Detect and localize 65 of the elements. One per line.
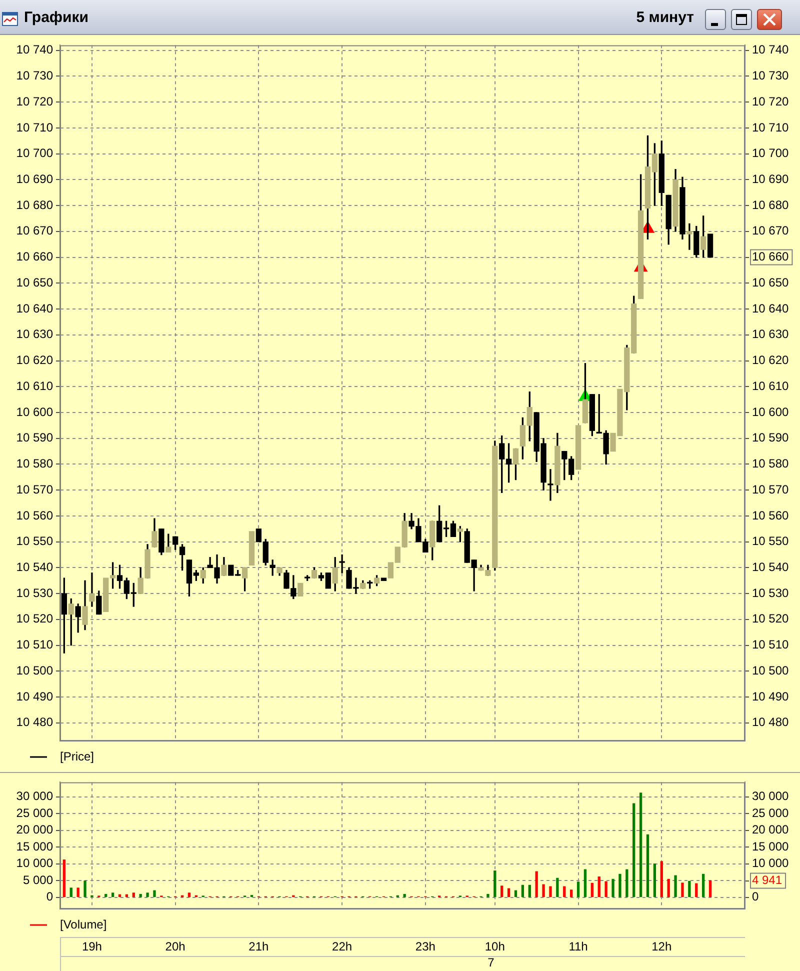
x-tick-label: 12h [652,940,672,954]
bar [556,878,559,898]
y2-tick-label: 4 941 [752,873,782,888]
bar [542,884,545,898]
bar [153,890,156,898]
bar [62,859,66,898]
y-tick-label: 5 000 [22,872,54,887]
y-tick-label: 15 000 [16,839,54,854]
x-tick-label: 22h [332,940,352,954]
bar [576,882,580,898]
bar [646,834,650,898]
bar [612,878,614,898]
bar [695,883,698,898]
bar [688,880,691,898]
y-tick-label: 25 000 [16,806,54,820]
bar [604,881,608,898]
bar [584,869,587,898]
y-tick-label: 10 000 [16,856,54,870]
bar [660,861,663,898]
bar [535,871,538,898]
bar [494,870,496,898]
bar [188,892,191,898]
bar [570,890,573,898]
bar [590,882,594,898]
x-tick-label: 20h [165,940,186,954]
bar [563,886,566,898]
bar [84,880,86,898]
bar [702,874,705,898]
bar [598,876,600,898]
y2-tick-label: 25 000 [752,806,790,820]
bar [667,878,670,898]
bar [521,884,524,898]
bar [618,874,622,898]
bar [653,864,656,898]
y2-tick-label: 15 000 [752,839,790,854]
text: 7 [488,955,495,970]
bar [146,892,149,898]
y-tick-label: 20 000 [16,822,54,837]
bar [549,886,552,898]
bar [507,888,510,898]
bar [70,888,72,898]
bar [681,882,684,898]
x-tick-label: 21h [248,940,269,954]
bar [132,892,135,898]
y2-tick-label: 0 [752,890,759,904]
y-tick-label: 0 [46,890,54,904]
x-tick-label: 10h [484,940,505,954]
bar [674,875,677,898]
x-tick-label: 23h [415,940,436,954]
bar [486,894,490,898]
x-tick-label: 11h [568,940,588,954]
bar [639,792,642,898]
y2-tick-label: 30 000 [752,789,790,804]
x-tick-label: 19h [82,940,102,954]
y2-tick-label: 10 000 [752,856,790,870]
legend-label: [Volume] [60,917,107,932]
y2-tick-label: 20 000 [752,822,790,837]
bar [708,880,712,898]
bar [528,884,531,898]
bar [632,803,636,898]
y-tick-label: 30 000 [16,789,54,804]
bar [626,869,628,898]
bar [111,892,114,898]
bar [500,886,504,898]
bar [76,888,80,898]
